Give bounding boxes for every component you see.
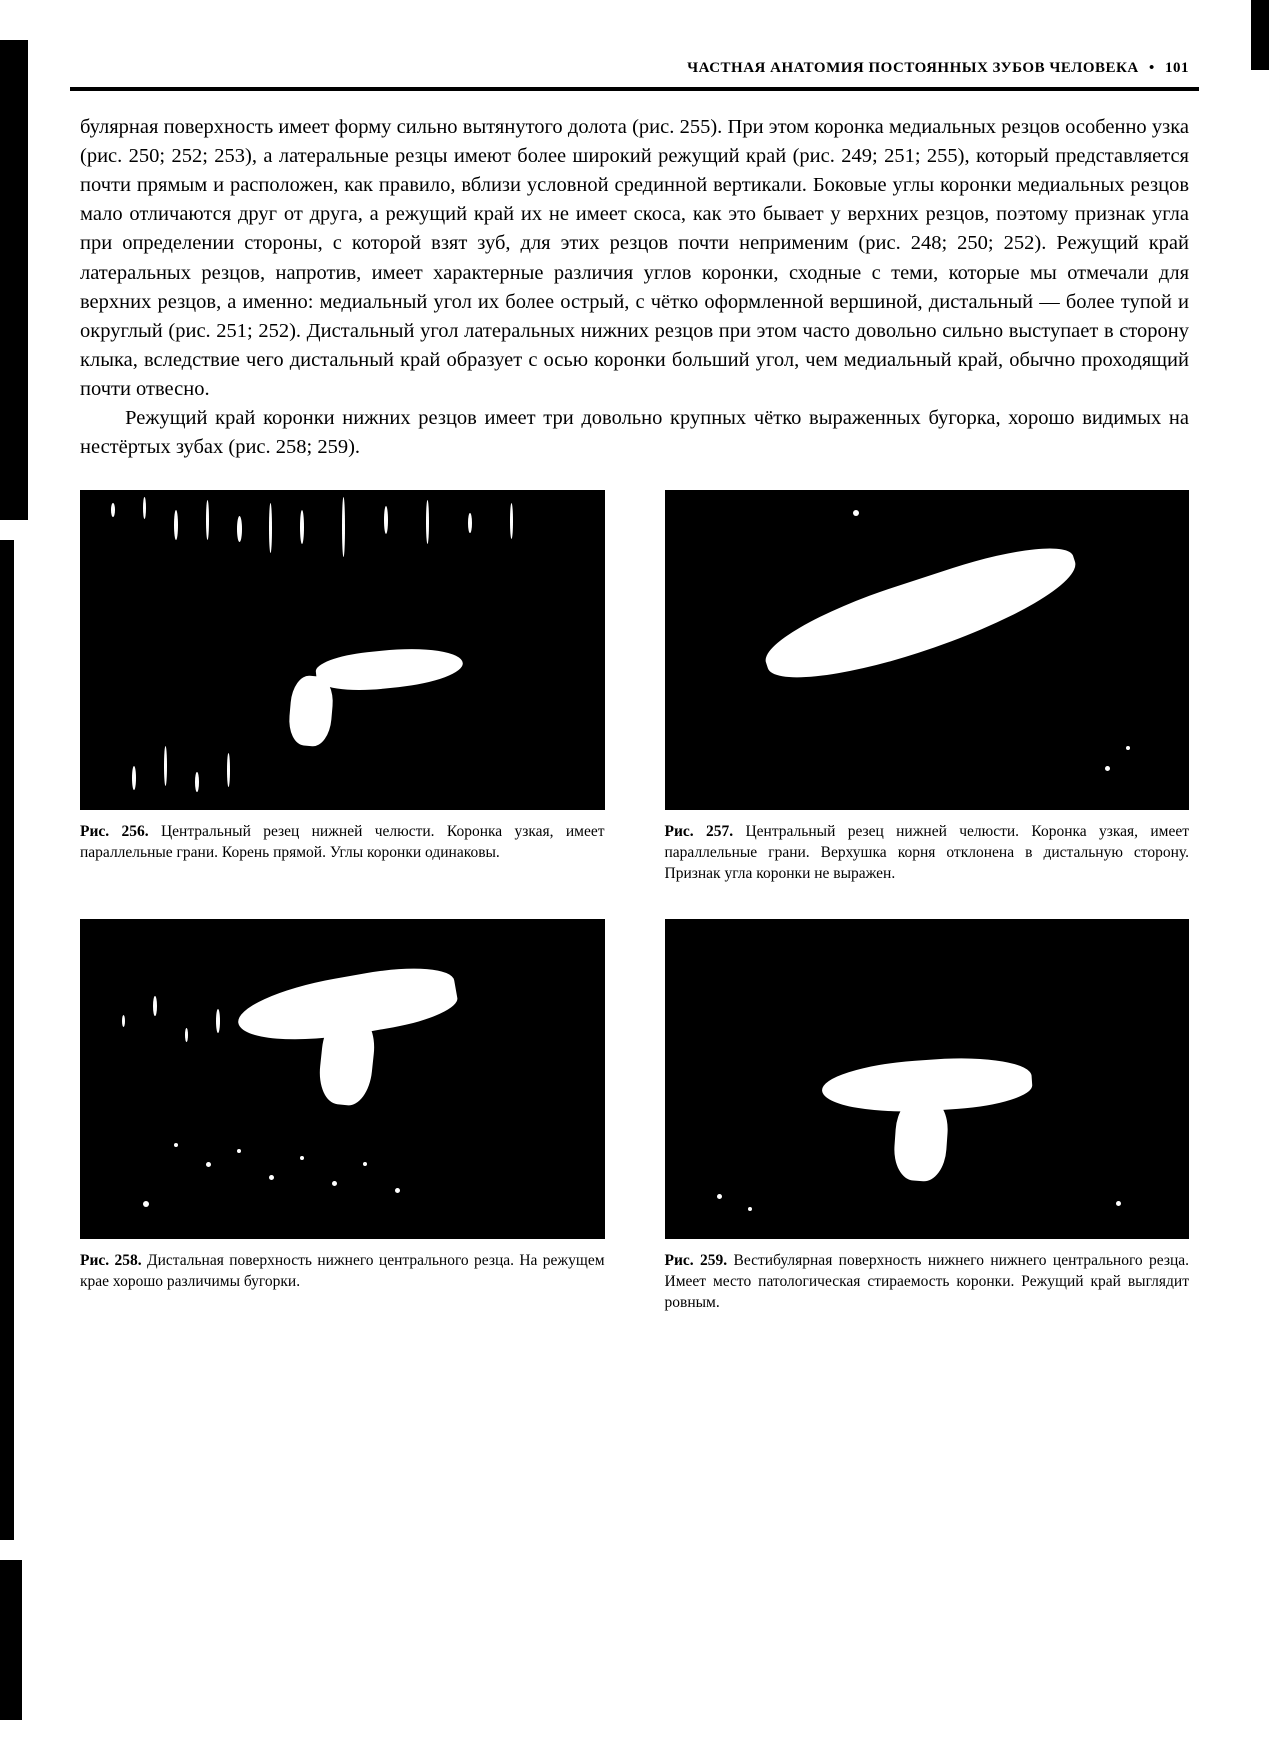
figure-image — [80, 490, 605, 810]
figure-image — [665, 490, 1190, 810]
figure-caption-text: Центральный резец нижней челюсти. Коронк… — [80, 823, 605, 861]
figure-caption-text: Дистальная поверхность нижнего центральн… — [80, 1252, 605, 1290]
header-rule — [70, 87, 1199, 91]
figure-grid: Рис. 256. Центральный резец нижней челюс… — [80, 490, 1189, 1314]
figure-259: Рис. 259. Вестибулярная поверхность нижн… — [665, 919, 1190, 1314]
figure-image — [665, 919, 1190, 1239]
scan-artifact — [0, 40, 28, 520]
figure-label: Рис. 259. — [665, 1252, 728, 1269]
paragraph: Режущий край коронки нижних резцов имеет… — [80, 404, 1189, 462]
figure-image — [80, 919, 605, 1239]
figure-label: Рис. 257. — [665, 823, 734, 840]
running-header: ЧАСТНАЯ АНАТОМИЯ ПОСТОЯННЫХ ЗУБОВ ЧЕЛОВЕ… — [70, 60, 1189, 77]
figure-label: Рис. 256. — [80, 823, 149, 840]
figure-caption: Рис. 259. Вестибулярная поверхность нижн… — [665, 1251, 1190, 1314]
paragraph: булярная поверхность имеет форму сильно … — [80, 113, 1189, 404]
figure-caption: Рис. 256. Центральный резец нижней челюс… — [80, 822, 605, 864]
header-bullet: • — [1149, 60, 1155, 76]
figure-label: Рис. 258. — [80, 1252, 142, 1269]
scan-artifact — [0, 540, 14, 1540]
scan-artifact — [1251, 0, 1269, 70]
page: ЧАСТНАЯ АНАТОМИЯ ПОСТОЯННЫХ ЗУБОВ ЧЕЛОВЕ… — [0, 0, 1269, 1741]
body-text: булярная поверхность имеет форму сильно … — [80, 113, 1189, 462]
figure-257: Рис. 257. Центральный резец нижней челюс… — [665, 490, 1190, 885]
figure-caption: Рис. 258. Дистальная поверхность нижнего… — [80, 1251, 605, 1293]
figure-caption-text: Вестибулярная поверхность нижнего нижнег… — [665, 1252, 1190, 1311]
figure-256: Рис. 256. Центральный резец нижней челюс… — [80, 490, 605, 885]
figure-258: Рис. 258. Дистальная поверхность нижнего… — [80, 919, 605, 1314]
scan-artifact — [0, 1560, 22, 1720]
figure-caption-text: Центральный резец нижней челюсти. Коронк… — [665, 823, 1190, 882]
section-title: ЧАСТНАЯ АНАТОМИЯ ПОСТОЯННЫХ ЗУБОВ ЧЕЛОВЕ… — [687, 60, 1139, 76]
page-number: 101 — [1165, 60, 1189, 76]
figure-caption: Рис. 257. Центральный резец нижней челюс… — [665, 822, 1190, 885]
